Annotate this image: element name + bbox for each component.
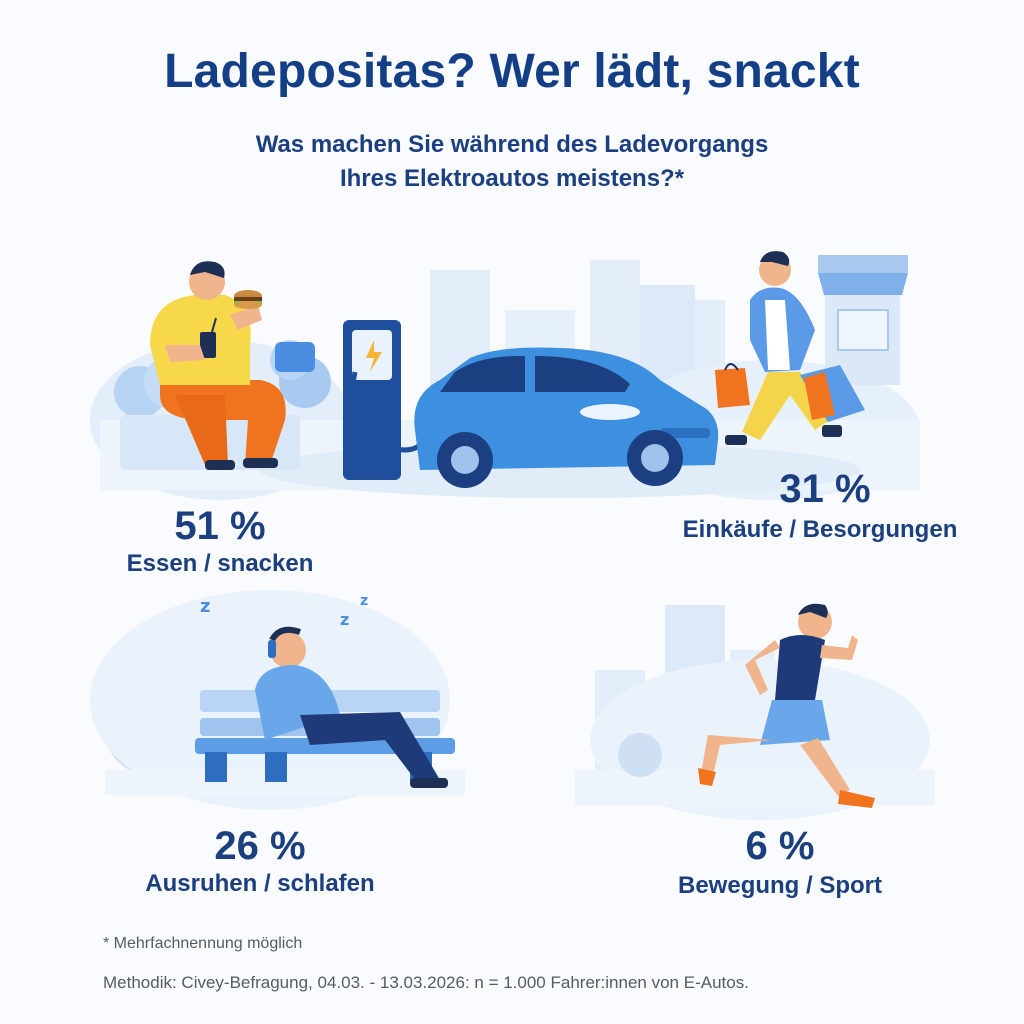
result-value-bewegung: 6 %	[745, 824, 815, 868]
survey-question-line-2: Ihres Elektroautos meistens?*	[339, 165, 685, 192]
person-sleeping-on-bench-icon	[255, 626, 448, 788]
shop-building-icon	[818, 255, 908, 385]
sleep-z-3: z	[360, 593, 368, 609]
person-running-icon	[698, 603, 875, 808]
methodology-note: Methodik: Civey-Befragung, 04.03. - 13.0…	[103, 973, 749, 992]
survey-question-line-1: Was machen Sie während des Ladevorgangs	[255, 131, 769, 158]
result-label-einkaeufe: Einkäufe / Besorgungen	[682, 516, 958, 543]
running-scene-background	[575, 605, 935, 820]
page-title: Ladepositas? Wer lädt, snackt	[164, 45, 860, 98]
sleep-z-1: z	[200, 596, 210, 617]
survey-question: Was machen Sie während des Ladevorgangs …	[0, 128, 1024, 196]
charging-station-icon	[343, 320, 427, 480]
result-label-ausruhen: Ausruhen / schlafen	[145, 870, 375, 897]
footnote-multiple-answers: * Mehrfachnennung möglich	[103, 935, 303, 952]
result-label-essen: Essen / snacken	[126, 550, 314, 577]
result-label-bewegung: Bewegung / Sport	[678, 872, 882, 899]
electric-car-icon	[414, 347, 719, 488]
result-value-einkaeufe: 31 %	[779, 467, 871, 511]
result-value-essen: 51 %	[174, 504, 266, 548]
sleep-z-2: z	[340, 610, 349, 629]
result-value-ausruhen: 26 %	[214, 824, 306, 868]
person-carrying-shopping-bags-icon	[715, 251, 865, 445]
sleep-z-icons: z z z	[200, 593, 368, 629]
bush-left	[114, 340, 331, 418]
person-eating-burger-icon	[150, 261, 286, 470]
